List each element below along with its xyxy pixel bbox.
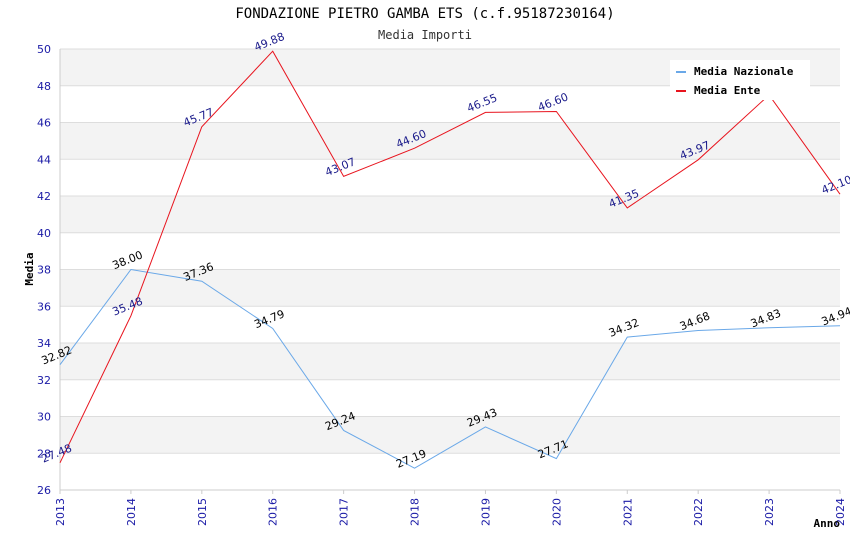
- x-tick-label: 2016: [267, 498, 280, 526]
- legend-label-media-ente: Media Ente: [694, 84, 761, 97]
- x-tick-label: 2014: [125, 498, 138, 526]
- y-axis-label: Media: [23, 252, 36, 285]
- y-tick-label: 40: [37, 227, 51, 240]
- x-tick-label: 2019: [479, 498, 492, 526]
- y-tick-label: 32: [37, 374, 51, 387]
- legend-box: [670, 60, 810, 100]
- x-tick-label: 2021: [621, 498, 634, 526]
- series-line-media-nazionale: [59, 268, 841, 469]
- chart-title: FONDAZIONE PIETRO GAMBA ETS (c.f.9518723…: [235, 6, 614, 22]
- x-tick-label: 2020: [550, 498, 563, 526]
- x-tick-label: 2022: [692, 498, 705, 526]
- y-tick-label: 42: [37, 190, 51, 203]
- y-tick-label: 48: [37, 80, 51, 93]
- x-tick-label: 2017: [338, 498, 351, 526]
- legend-label-media-nazionale: Media Nazionale: [694, 65, 794, 78]
- series-lines: [59, 50, 841, 469]
- y-tick-label: 38: [37, 264, 51, 277]
- legend: Media Nazionale Media Ente: [670, 60, 810, 100]
- y-tick-label: 44: [37, 153, 51, 166]
- plot-band: [60, 379, 840, 417]
- plot-band: [60, 232, 840, 270]
- y-tick-label: 28: [37, 447, 51, 460]
- plot-band: [60, 269, 840, 307]
- plot-band: [60, 306, 840, 343]
- y-tick-label: 46: [37, 117, 51, 130]
- plot-band: [60, 159, 840, 196]
- y-tick-label: 26: [37, 484, 51, 497]
- x-axis-label: Anno: [814, 517, 841, 530]
- y-tick-label: 36: [37, 300, 51, 313]
- y-tick-label: 30: [37, 411, 51, 424]
- y-tick-label: 50: [37, 43, 51, 56]
- plot-bands: [60, 49, 840, 490]
- plot-band: [60, 196, 840, 233]
- plot-band: [60, 122, 840, 160]
- axes: [59, 49, 841, 494]
- series-line-media-ente: [59, 50, 841, 464]
- x-tick-label: 2023: [763, 498, 776, 526]
- x-tick-label: 2018: [409, 498, 422, 526]
- x-tick-labels: 2013 2014 2015 2016 2017 2018 2019 2020 2021 2022…: [54, 498, 847, 526]
- y-tick-label: 34: [37, 337, 51, 350]
- chart-subtitle: Media Importi: [378, 28, 472, 42]
- x-tick-label: 2013: [54, 498, 67, 526]
- y-tick-labels: 26 28 30 32 34 36 38 40 42 44 46 48 50: [37, 43, 51, 497]
- plot-band: [60, 343, 840, 380]
- x-tick-label: 2015: [196, 498, 209, 526]
- x-tick-label: 2024: [834, 498, 847, 526]
- plot-band: [60, 453, 840, 490]
